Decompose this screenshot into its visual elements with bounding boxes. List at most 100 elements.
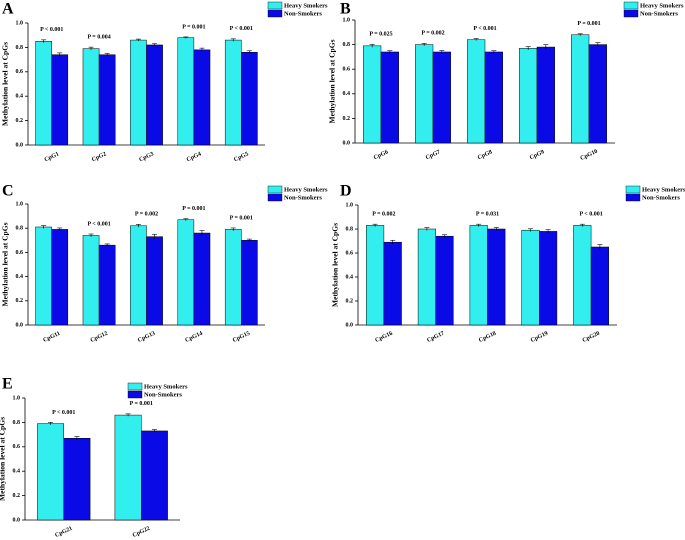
bar: [63, 438, 91, 521]
y-tick-label: 1.0: [343, 17, 351, 23]
error-bar: [595, 42, 601, 47]
error-bar: [579, 223, 585, 227]
error-bar: [390, 239, 396, 245]
legend-swatch: [127, 382, 143, 391]
y-tick-label: 0.4: [16, 274, 24, 280]
y-axis-label: Methylation level at CpGs: [0, 417, 7, 501]
error-bar: [152, 233, 158, 240]
bar: [432, 51, 451, 144]
p-value-annotation: P = 0.002: [135, 212, 158, 218]
x-tick-label: CpG2: [91, 151, 107, 163]
legend-label: Heavy Smokers: [640, 2, 684, 9]
p-value-annotation: P = 0.001: [230, 215, 253, 221]
legend-label: Non-Smokers: [284, 194, 322, 201]
bar: [380, 51, 399, 144]
error-bar: [57, 52, 63, 57]
y-tick-label: 0.2: [343, 116, 351, 122]
error-bar: [246, 50, 252, 54]
bar: [141, 430, 168, 521]
x-tick-label: CpG11: [42, 331, 61, 344]
error-bar: [199, 230, 205, 236]
error-bar: [88, 46, 94, 51]
y-tick-label: 1.0: [13, 395, 21, 401]
bar: [51, 54, 69, 146]
y-tick-label: 0.2: [346, 298, 354, 304]
y-tick-label: 0.6: [16, 69, 24, 75]
error-bar: [135, 224, 141, 228]
bar: [37, 423, 65, 521]
bar: [98, 244, 116, 326]
y-tick-label: 0.6: [13, 444, 21, 450]
y-tick-label: 1.0: [16, 20, 24, 26]
x-tick-label: CpG9: [529, 149, 545, 161]
x-tick-label: CpG17: [426, 331, 445, 344]
p-value-annotation: P < 0.001: [52, 410, 75, 416]
p-value-annotation: P = 0.002: [372, 212, 395, 218]
legend-label: Heavy Smokers: [642, 186, 685, 193]
error-bar: [135, 38, 141, 42]
bar: [35, 41, 52, 146]
y-tick-label: 0.6: [343, 67, 351, 73]
legend-label: Non-Smokers: [284, 10, 322, 17]
x-tick-label: CpG20: [582, 331, 601, 344]
y-tick-label: 0.8: [13, 420, 21, 426]
x-tick-label: CpG15: [232, 331, 251, 344]
y-tick-label: 0.0: [346, 322, 354, 328]
error-bar: [199, 47, 205, 52]
bar: [588, 44, 607, 144]
legend-swatch: [267, 185, 283, 194]
error-bar: [151, 429, 157, 433]
p-value-annotation: P < 0.001: [579, 212, 602, 218]
x-tick-label: CpG8: [477, 149, 493, 161]
y-tick-label: 0.2: [16, 298, 24, 304]
error-bar: [473, 38, 479, 41]
error-bar: [183, 36, 189, 39]
x-tick-label: CpG1: [44, 151, 60, 163]
p-value-annotation: P = 0.001: [182, 206, 205, 212]
error-bar: [491, 50, 497, 54]
y-axis-label: Methylation level at CpGs: [331, 223, 340, 307]
error-bar: [41, 39, 47, 43]
bar: [35, 226, 52, 326]
y-tick-label: 0.8: [343, 42, 351, 48]
error-bar: [125, 413, 131, 417]
legend-swatch: [625, 185, 641, 194]
bar: [177, 37, 195, 146]
x-tick-label: CpG4: [186, 151, 202, 163]
legend-swatch: [267, 9, 283, 18]
error-bar: [439, 50, 445, 54]
bar: [469, 225, 488, 326]
bar: [415, 44, 434, 144]
p-value-annotation: P = 0.004: [87, 35, 110, 41]
y-tick-label: 0.0: [16, 322, 24, 328]
x-tick-label: CpG16: [374, 331, 393, 344]
y-tick-label: 0.0: [13, 517, 21, 523]
legend-label: Non-Smokers: [640, 10, 678, 17]
p-value-annotation: P = 0.031: [476, 212, 499, 218]
legend-label: Heavy Smokers: [284, 2, 328, 9]
x-tick-label: CpG13: [137, 331, 156, 344]
bar: [177, 219, 195, 326]
y-tick-label: 0.8: [16, 45, 24, 51]
legend-swatch: [623, 9, 639, 18]
error-bar: [545, 229, 551, 234]
error-bar: [387, 50, 393, 54]
bar: [467, 39, 486, 144]
p-value-annotation: P < 0.001: [40, 27, 63, 33]
bar: [241, 52, 258, 146]
bar: [241, 240, 258, 326]
legend-swatch: [267, 193, 283, 202]
error-bar: [372, 223, 378, 227]
legend-swatch: [623, 1, 639, 10]
error-bar: [104, 52, 110, 57]
error-bar: [104, 243, 110, 247]
error-bar: [48, 422, 54, 425]
bar: [82, 235, 100, 326]
error-bar: [421, 43, 427, 46]
error-bar: [424, 227, 430, 231]
legend-label: Heavy Smokers: [284, 186, 328, 193]
error-bar: [230, 227, 236, 231]
x-tick-label: CpG10: [580, 149, 599, 162]
p-value-annotation: P < 0.001: [473, 26, 496, 32]
